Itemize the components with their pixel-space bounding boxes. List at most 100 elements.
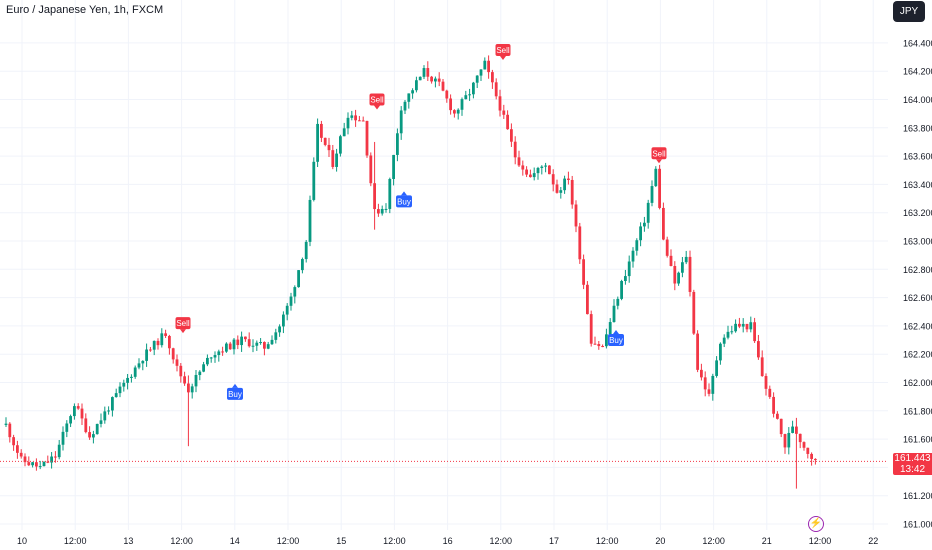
price-tick-label: 162.000	[903, 378, 932, 388]
candle	[586, 284, 589, 315]
candle	[475, 75, 479, 83]
candle	[795, 426, 798, 434]
signal-pointer	[401, 191, 407, 196]
candle	[270, 339, 274, 345]
candle	[350, 115, 354, 118]
time-tick-label: 12:00	[490, 536, 513, 546]
candle	[768, 388, 772, 397]
candle	[570, 179, 574, 205]
candle	[787, 432, 791, 448]
candle	[76, 406, 80, 409]
time-tick-label: 22	[868, 536, 878, 546]
signal-badge	[175, 317, 191, 330]
candle	[19, 452, 23, 457]
candle	[316, 123, 319, 162]
candle	[563, 178, 566, 191]
candle	[232, 339, 236, 350]
candle	[361, 120, 365, 122]
candle	[407, 93, 411, 102]
signal-label: Sell	[652, 149, 666, 158]
candle	[567, 178, 570, 180]
candle	[133, 367, 137, 377]
candle	[418, 76, 422, 81]
candle	[703, 377, 707, 390]
candle	[35, 462, 38, 467]
time-tick-label: 10	[17, 536, 27, 546]
candle	[130, 376, 133, 378]
currency-button[interactable]: JPY	[893, 1, 925, 22]
bar-countdown: 13:42	[899, 464, 926, 475]
candle	[764, 376, 768, 389]
candle	[107, 410, 110, 412]
price-tick-label: 163.600	[903, 152, 932, 162]
candle	[468, 94, 471, 96]
candle	[327, 144, 331, 151]
candle	[156, 340, 160, 346]
candle	[141, 360, 145, 364]
candle	[31, 462, 34, 466]
candle	[301, 259, 304, 271]
candle	[810, 453, 813, 459]
candle	[46, 461, 50, 463]
signal-badge	[369, 93, 385, 106]
candle	[548, 165, 551, 175]
candle	[734, 323, 737, 332]
candle	[529, 174, 532, 178]
candle	[631, 250, 635, 262]
time-tick-label: 12:00	[170, 536, 193, 546]
candle	[69, 416, 72, 424]
candle	[684, 256, 688, 263]
candle	[434, 78, 437, 82]
price-tick-label: 161.800	[903, 406, 932, 416]
time-tick-label: 12:00	[64, 536, 87, 546]
sell-signal: Sell	[175, 317, 191, 334]
candle	[643, 222, 646, 227]
price-tick-label: 162.800	[903, 265, 932, 275]
candle	[544, 165, 547, 167]
signal-label: Buy	[228, 390, 242, 399]
candle	[559, 190, 563, 193]
buy-signal: Buy	[396, 191, 412, 208]
candle	[92, 434, 95, 438]
candle	[202, 364, 205, 372]
candle	[540, 166, 544, 168]
candle	[168, 335, 171, 349]
last-price-label: 161.443 13:42	[893, 453, 932, 475]
candle	[616, 298, 620, 306]
candle	[149, 349, 152, 351]
candle	[749, 322, 753, 330]
candle	[339, 136, 342, 154]
candle	[445, 90, 449, 99]
signal-pointer	[613, 330, 619, 335]
time-tick-label: 12:00	[383, 536, 406, 546]
lightning-icon[interactable]: ⚡	[808, 516, 824, 532]
candle	[304, 241, 308, 260]
candle	[50, 456, 53, 463]
candle	[16, 445, 19, 453]
candle	[354, 115, 357, 121]
candle	[738, 323, 741, 327]
price-tick-label: 162.200	[903, 350, 932, 360]
candle	[278, 326, 281, 333]
candle	[247, 339, 251, 347]
price-tick-label: 161.600	[903, 435, 932, 445]
candle	[411, 90, 414, 94]
candle	[95, 423, 99, 435]
candle	[491, 72, 494, 83]
candle	[396, 133, 399, 155]
candle	[213, 355, 217, 358]
candle	[88, 432, 91, 438]
candle	[403, 101, 407, 111]
candle	[80, 408, 84, 419]
candle	[152, 340, 156, 350]
price-tick-label: 164.000	[903, 95, 932, 105]
candle	[308, 199, 312, 242]
candle	[574, 204, 578, 227]
price-tick-label: 164.200	[903, 67, 932, 77]
time-axis[interactable]: 10 12:00 13 12:00 14 12:00 15 12:00 16 12:00 17 12:…	[17, 536, 878, 546]
candle	[194, 374, 198, 387]
candle	[99, 420, 103, 424]
signal-badge	[396, 195, 412, 208]
